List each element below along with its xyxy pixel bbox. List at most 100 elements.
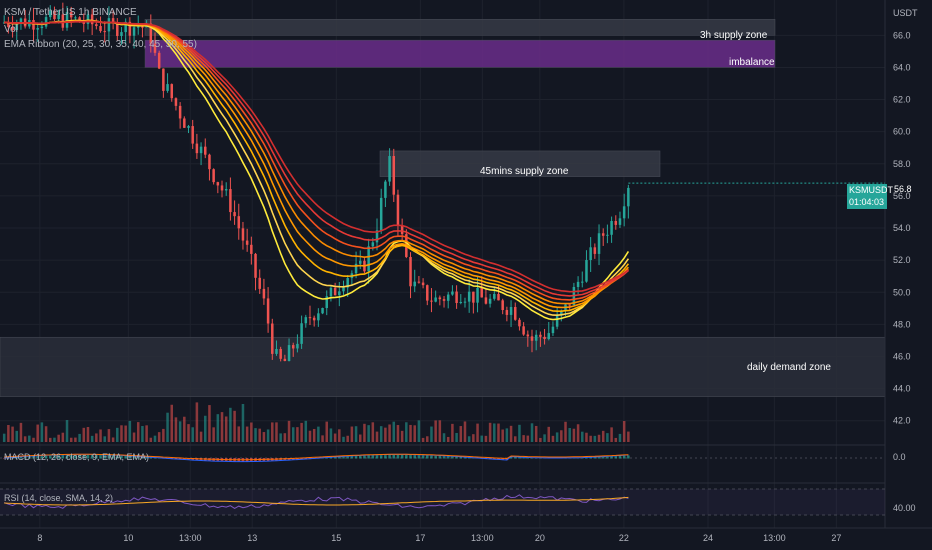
volume-bar [581, 431, 584, 442]
candle-body [317, 313, 320, 321]
candle-body [555, 315, 559, 327]
volume-bar [534, 425, 538, 442]
volume-bar [572, 428, 576, 442]
macd-hist-bar [136, 456, 140, 459]
candle-body [409, 256, 412, 287]
candle-body [379, 197, 383, 231]
candle-body [183, 118, 186, 128]
volume-bar [74, 437, 77, 442]
candle-body [472, 291, 475, 303]
volume-bar [191, 427, 194, 442]
x-tick-label: 13 [247, 533, 257, 543]
candle-body [220, 185, 224, 191]
macd-hist-bar [141, 456, 144, 459]
volume-bar [2, 433, 6, 442]
macd-hist-bar [49, 455, 52, 459]
macd-hist-bar [421, 455, 425, 459]
macd-hist-bar [116, 455, 119, 459]
candle-body [480, 287, 483, 298]
volume-legend[interactable]: Vol [4, 24, 18, 35]
y-tick-label: 44.0 [893, 384, 911, 394]
volume-bar [426, 436, 429, 442]
volume-bar [65, 420, 69, 442]
volume-bar [212, 427, 215, 442]
rsi-line [4, 494, 629, 509]
macd-hist-bar [354, 456, 358, 459]
macd-hist-bar [459, 456, 463, 459]
macd-hist-bar [371, 455, 375, 459]
candle-body [446, 294, 450, 301]
volume-bar [28, 435, 31, 442]
macd-hist-bar [44, 455, 48, 459]
volume-bar [245, 426, 249, 442]
candle-body [333, 287, 337, 296]
macd-hist-bar [333, 457, 337, 459]
volume-bar [518, 424, 521, 442]
macd-hist-bar [40, 455, 44, 459]
macd-hist-bar [36, 456, 39, 459]
macd-hist-bar [342, 456, 345, 459]
volume-bar [396, 425, 400, 442]
volume-bar [610, 427, 613, 442]
volume-bar [384, 427, 387, 442]
candle-body [367, 246, 370, 272]
candle-body [19, 18, 23, 24]
volume-bar [568, 428, 571, 442]
macd-legend[interactable]: MACD (12, 26, close, 9, EMA, EMA) [4, 452, 150, 462]
candles-group [2, 2, 630, 362]
macd-hist-bar [325, 457, 328, 459]
ema-ribbon-legend[interactable]: EMA Ribbon (20, 25, 30, 35, 40, 45, 50, … [4, 39, 197, 50]
volume-bar [480, 435, 483, 442]
volume-bar [505, 428, 509, 442]
volume-bar [618, 433, 622, 442]
zone-rect [379, 150, 661, 177]
candle-body [417, 281, 421, 283]
macd-hist-bar [417, 455, 421, 459]
macd-hist-bar [622, 455, 626, 459]
macd-hist-bar [287, 458, 291, 461]
volume-bar [153, 435, 157, 442]
candle-body [463, 301, 467, 303]
macd-hist-bar [350, 456, 354, 459]
volume-bar [585, 432, 588, 442]
volume-bar [95, 433, 98, 442]
macd-hist-bar [149, 457, 153, 459]
macd-hist-bar [438, 455, 442, 459]
candle-body [229, 189, 232, 213]
candle-body [513, 307, 517, 320]
volume-bar [170, 404, 174, 442]
macd-hist-bar [526, 457, 530, 459]
volume-bar [601, 430, 605, 442]
y-tick-label: 52.0 [893, 255, 911, 265]
volume-bar [379, 426, 383, 442]
supply-zone-3h-label: 3h supply zone [700, 30, 768, 41]
volume-group [2, 402, 630, 442]
macd-hist-bar [15, 457, 19, 459]
candle-body [287, 345, 291, 361]
macd-hist-bar [346, 456, 349, 459]
volume-bar [237, 426, 241, 442]
imbalance-label: imbalance [729, 57, 775, 68]
macd-hist-bar [82, 455, 86, 459]
candle-body [488, 298, 492, 304]
candle-body [547, 333, 551, 339]
candle-body [271, 323, 274, 354]
candle-body [606, 234, 609, 236]
candle-body [136, 26, 140, 28]
candle-body [65, 12, 69, 28]
candle-body [241, 228, 245, 241]
candle-body [522, 326, 525, 335]
symbol-legend[interactable]: KSM / TetherUS 1h BINANCE [4, 7, 137, 18]
macd-hist-bar [409, 455, 412, 459]
volume-bar [208, 405, 211, 442]
rsi-legend[interactable]: RSI (14, close, SMA, 14, 2) [4, 493, 114, 503]
macd-hist-bar [19, 457, 23, 459]
volume-bar [576, 424, 580, 442]
candle-body [505, 310, 509, 315]
volume-bar [90, 435, 94, 442]
macd-hist-bar [451, 456, 454, 459]
macd-hist-bar [61, 455, 65, 459]
candle-body [484, 297, 488, 304]
